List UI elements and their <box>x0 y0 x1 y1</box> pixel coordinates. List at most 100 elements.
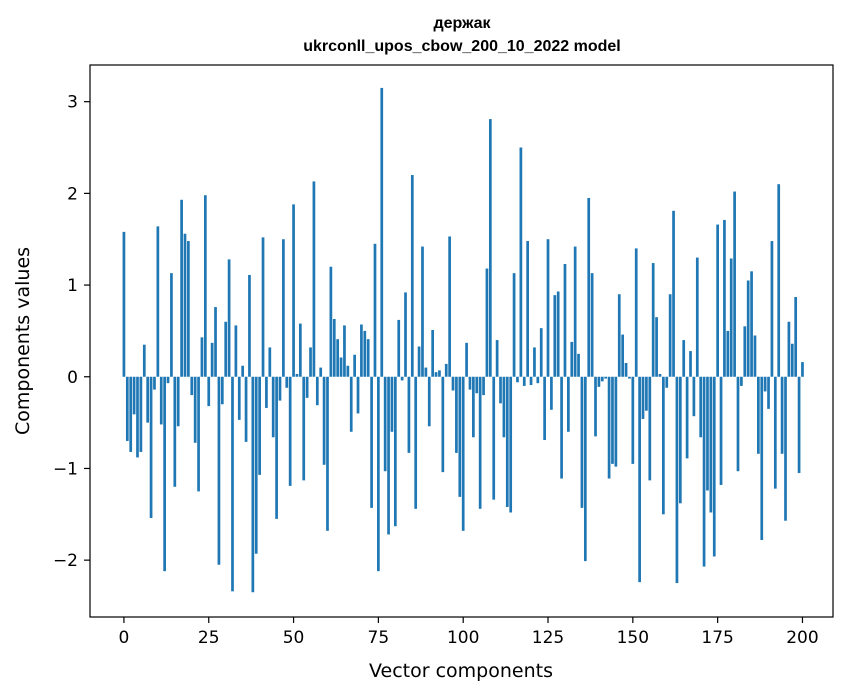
bar <box>726 330 730 377</box>
bar <box>607 376 611 479</box>
bar <box>166 376 170 384</box>
bar <box>265 376 268 408</box>
y-tick-label: −1 <box>53 459 78 479</box>
bar <box>136 376 139 458</box>
bar <box>404 292 407 377</box>
bar <box>187 241 190 377</box>
bar <box>529 376 533 386</box>
bar <box>536 376 540 384</box>
bar <box>190 376 194 396</box>
bar <box>292 204 295 377</box>
y-tick-label: −2 <box>53 551 78 571</box>
bar <box>383 376 387 472</box>
x-tick-label: 150 <box>617 628 649 648</box>
bar <box>132 376 136 415</box>
bar <box>539 328 543 377</box>
y-axis-label: Components values <box>12 247 34 435</box>
bar <box>753 335 757 377</box>
bar <box>743 326 747 377</box>
bar <box>122 231 126 377</box>
bar <box>543 376 546 441</box>
bar <box>773 376 777 489</box>
bar <box>390 376 394 432</box>
bar <box>729 258 733 377</box>
bar <box>288 376 292 486</box>
bar <box>295 374 299 377</box>
bar <box>322 376 326 465</box>
x-axis: 0 25 50 75 100 125 150 175 200 <box>119 617 819 648</box>
bar <box>685 376 689 459</box>
x-tick-label: 50 <box>283 628 305 648</box>
bar <box>770 241 774 377</box>
bar <box>366 339 370 377</box>
bar <box>149 376 153 518</box>
bar <box>271 376 275 438</box>
bar <box>241 365 245 377</box>
bar <box>733 191 736 377</box>
bar <box>475 376 479 394</box>
bar <box>560 376 563 479</box>
bar <box>400 376 404 381</box>
bar <box>678 376 682 504</box>
bar <box>716 224 719 377</box>
bar <box>784 376 787 521</box>
bar <box>258 376 261 475</box>
bar <box>614 376 618 467</box>
bar <box>702 376 706 567</box>
bar <box>522 376 526 386</box>
bar <box>234 325 238 377</box>
bar <box>757 376 760 454</box>
bar <box>699 376 703 438</box>
bar <box>767 376 770 409</box>
bar <box>268 347 272 377</box>
bar <box>410 175 414 377</box>
bar <box>526 241 530 377</box>
bar <box>692 376 696 417</box>
bar <box>332 318 336 377</box>
bar <box>244 376 248 442</box>
bar <box>421 246 424 377</box>
bar <box>556 291 560 377</box>
bar <box>516 376 519 383</box>
bar <box>163 376 166 572</box>
bar <box>597 376 601 387</box>
bar <box>587 197 591 377</box>
bar <box>346 365 350 377</box>
bar <box>617 294 621 377</box>
bar <box>458 376 462 497</box>
y-tick-label: 0 <box>67 368 78 388</box>
chart-title: держак <box>433 15 491 32</box>
bar <box>336 339 340 377</box>
bar <box>278 376 282 401</box>
bar <box>672 210 675 377</box>
bars-group <box>122 87 804 593</box>
bar <box>207 376 211 407</box>
y-tick-label: 1 <box>67 276 78 296</box>
bar <box>329 266 333 377</box>
bar <box>499 376 502 404</box>
bar <box>139 376 143 452</box>
bar <box>254 376 258 554</box>
bar <box>723 219 726 377</box>
bar <box>505 376 509 507</box>
bar <box>397 319 401 377</box>
chart-subtitle: ukrconll_upos_cbow_200_10_2022 model <box>303 38 620 55</box>
bar <box>512 273 516 377</box>
bar <box>746 280 750 377</box>
bar <box>227 259 231 377</box>
bar <box>648 376 652 481</box>
bar <box>343 325 346 377</box>
bar <box>651 263 655 377</box>
bar <box>563 263 567 377</box>
bar <box>533 347 536 377</box>
bar <box>407 376 411 453</box>
bar <box>159 376 163 425</box>
bar <box>393 376 397 527</box>
bar <box>763 376 767 392</box>
bar <box>312 181 316 377</box>
bar <box>203 195 207 377</box>
x-tick-label: 25 <box>198 628 220 648</box>
x-tick-label: 75 <box>368 628 390 648</box>
bar <box>485 268 489 377</box>
